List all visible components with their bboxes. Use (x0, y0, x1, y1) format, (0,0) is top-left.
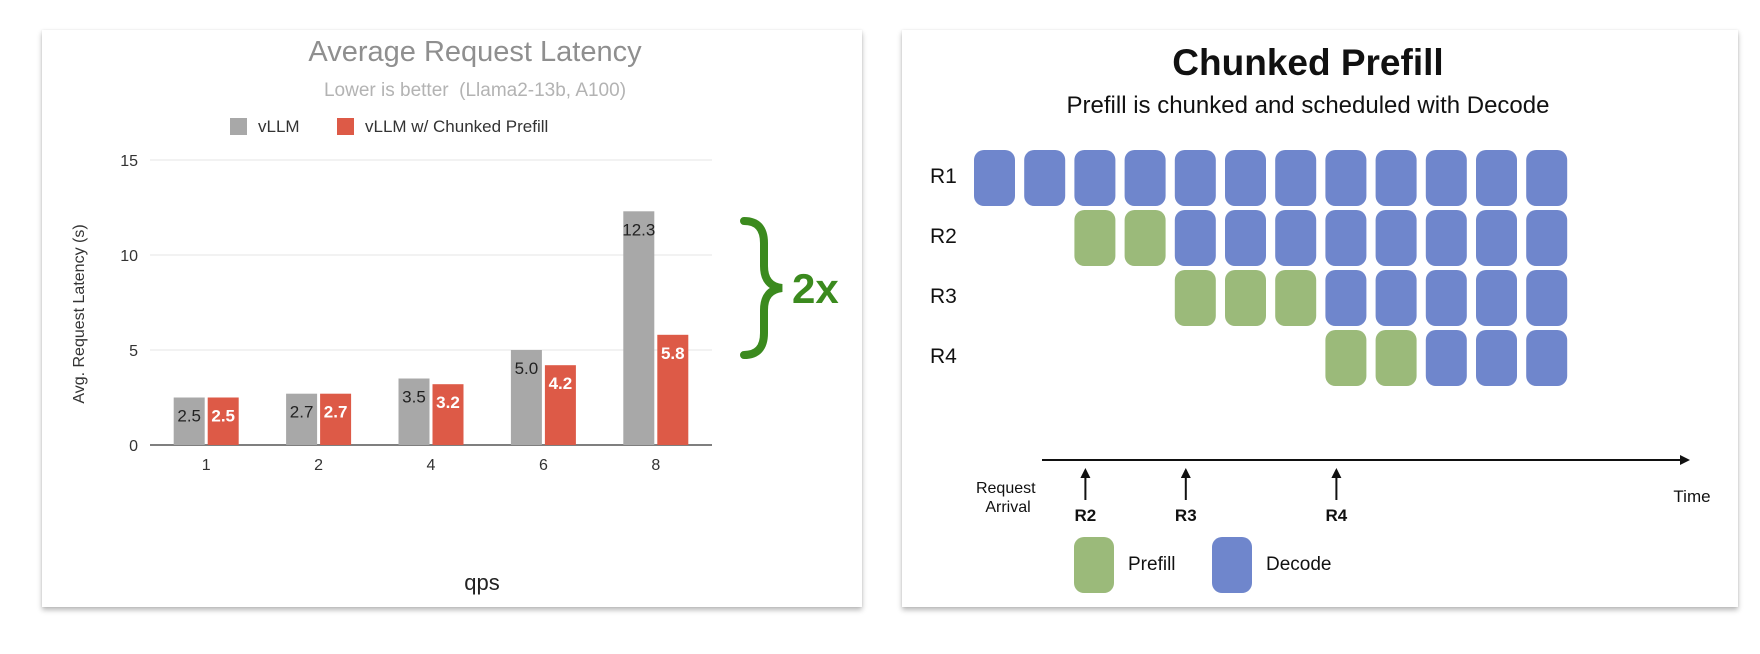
diagram-subtitle: Prefill is chunked and scheduled with De… (1067, 92, 1550, 119)
chart-bars: 2.5 2.5 1 2.7 2.7 2 3.5 3.2 4 5.0 4.2 6 12.3 5.8 8 (173, 211, 689, 474)
x-axis-label: qps (464, 570, 499, 595)
decode-block (1526, 210, 1568, 266)
chunked-prefill-diagram: Chunked Prefill Prefill is chunked and s… (930, 42, 1711, 593)
timeline-end-label: Time (1673, 487, 1710, 506)
decode-block (1526, 330, 1568, 386)
chart-title: Average Request Latency (308, 36, 642, 68)
arrival-label: R3 (1175, 506, 1197, 525)
y-tick-label: 0 (129, 438, 138, 455)
bar-data-label: 12.3 (622, 220, 655, 239)
arrival-markers: R2 R3 R4 (1075, 468, 1348, 525)
row-label: R2 (930, 225, 957, 248)
decode-block (1225, 150, 1266, 206)
row-label: R3 (930, 285, 957, 308)
x-tick-label: 6 (539, 457, 548, 474)
bar-data-label: 3.5 (402, 388, 426, 407)
arrival-label: R4 (1326, 506, 1348, 525)
bar-data-label: 5.8 (661, 344, 685, 363)
decode-block (1425, 150, 1467, 206)
x-tick-label: 1 (202, 457, 211, 474)
bar-data-label: 2.7 (324, 403, 348, 422)
y-tick-label: 10 (120, 248, 138, 265)
legend-label: vLLM w/ Chunked Prefill (365, 117, 548, 136)
decode-block (1225, 210, 1266, 266)
bar-data-label: 5.0 (515, 359, 539, 378)
chunked-prefill-card: Chunked Prefill Prefill is chunked and s… (902, 30, 1738, 607)
decode-block (1476, 150, 1517, 206)
decode-block (1476, 210, 1517, 266)
legend-prefill-swatch (1074, 537, 1114, 593)
decode-block (1526, 270, 1568, 326)
bar-data-label: 3.2 (436, 393, 460, 412)
bar-vllm (398, 378, 430, 445)
legend-swatch (337, 118, 354, 135)
decode-block (1375, 270, 1417, 326)
diagram-title: Chunked Prefill (1172, 42, 1443, 83)
decode-block (1074, 150, 1116, 206)
x-tick-label: 8 (651, 457, 660, 474)
bar-vllm (173, 397, 205, 445)
decode-block (1476, 330, 1517, 386)
y-tick-label: 15 (120, 153, 138, 170)
bar-data-label: 2.5 (211, 407, 235, 426)
decode-block (1174, 150, 1216, 206)
decode-block (1325, 270, 1367, 326)
decode-block (974, 150, 1015, 206)
legend-swatch (230, 118, 247, 135)
bar-vllm (623, 211, 655, 445)
y-tick-label: 5 (129, 343, 138, 360)
x-tick-label: 2 (314, 457, 323, 474)
prefill-block (1124, 210, 1166, 266)
decode-block (1124, 150, 1166, 206)
chart-grid: 0 5 10 15 (120, 153, 712, 455)
bar-chunked-prefill (432, 384, 464, 445)
bar-chunked-prefill (207, 397, 239, 445)
bar-chunked-prefill (544, 365, 576, 445)
row-label: R1 (930, 165, 957, 188)
bar-vllm (286, 393, 318, 445)
prefill-block (1074, 210, 1116, 266)
bar-chunked-prefill (657, 334, 689, 445)
x-tick-label: 4 (427, 457, 436, 474)
decode-block (1275, 210, 1317, 266)
legend-prefill-label: Prefill (1128, 554, 1176, 575)
decode-block (1476, 270, 1517, 326)
decode-block (1425, 210, 1467, 266)
decode-block (1024, 150, 1066, 206)
prefill-block (1225, 270, 1266, 326)
decode-block (1526, 150, 1568, 206)
arrival-label: R2 (1075, 506, 1097, 525)
bar-data-label: 2.5 (177, 407, 201, 426)
y-axis-label: Avg. Request Latency (s) (71, 224, 88, 403)
decode-block (1375, 210, 1417, 266)
decode-block (1325, 150, 1367, 206)
legend-decode-swatch (1212, 537, 1252, 593)
latency-chart-card: Average Request Latency Lower is better … (42, 30, 862, 607)
timeline-start-label: Request Arrival (976, 480, 1040, 516)
bar-vllm (510, 350, 542, 445)
bar-chunked-prefill (320, 393, 352, 445)
prefill-block (1325, 330, 1367, 386)
bar-data-label: 4.2 (549, 374, 573, 393)
prefill-block (1375, 330, 1417, 386)
bar-data-label: 2.7 (290, 403, 314, 422)
decode-block (1325, 210, 1367, 266)
legend-label: vLLM (258, 117, 300, 136)
row-label: R4 (930, 345, 957, 368)
annotation-brace (740, 217, 783, 359)
decode-block (1275, 150, 1317, 206)
decode-block (1375, 150, 1417, 206)
annotation-label: 2x (792, 265, 839, 312)
diagram-legend: Prefill Decode (1074, 537, 1332, 593)
schedule-grid: R1 R2 R3 R4 (930, 150, 1568, 386)
prefill-block (1275, 270, 1317, 326)
legend-decode-label: Decode (1266, 554, 1332, 575)
chart-subtitle: Lower is better (Llama2-13b, A100) (324, 80, 626, 101)
latency-bar-chart: Average Request Latency Lower is better … (71, 36, 839, 595)
chart-legend: vLLM vLLM w/ Chunked Prefill (230, 117, 548, 136)
decode-block (1174, 210, 1216, 266)
decode-block (1425, 330, 1467, 386)
decode-block (1425, 270, 1467, 326)
prefill-block (1174, 270, 1216, 326)
